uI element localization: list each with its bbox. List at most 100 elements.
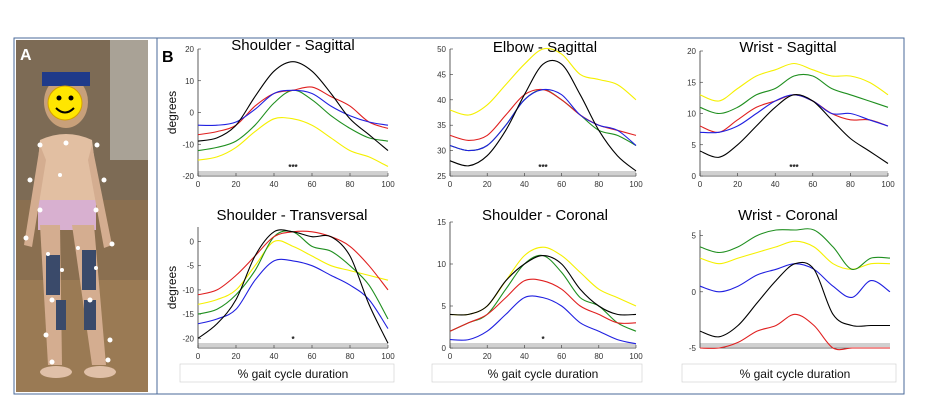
y-tick-label: 5 xyxy=(692,232,697,241)
y-tick-label: 45 xyxy=(437,70,446,79)
series-line-red xyxy=(449,278,637,332)
panel-label-a: A xyxy=(20,47,32,64)
y-tick-label: -15 xyxy=(182,310,194,319)
significance-label: *** xyxy=(538,163,548,172)
chart-shoulder-coronal: 15 10 5 00 20 40 60 80 100 * Shoulder - Coronal % g… xyxy=(431,207,643,383)
chart-wrist-sagittal: 20 15 10 5 00 20 40 60 80 100 *** Wrist - Sagittal xyxy=(687,39,895,189)
x-axis-label: % gait cycle duration xyxy=(740,367,851,381)
significance-label: *** xyxy=(789,163,799,172)
chart-title: Wrist - Sagittal xyxy=(739,39,836,56)
series-line-blue xyxy=(449,88,637,152)
y-tick-label: -5 xyxy=(689,344,697,353)
series-line-red xyxy=(699,313,890,351)
y-tick-label: 0 xyxy=(692,288,697,297)
y-tick-label: 40 xyxy=(437,96,446,105)
y-tick-label: -20 xyxy=(182,334,194,343)
x-tick-label: 20 xyxy=(232,180,241,189)
y-axis-label: degrees xyxy=(165,266,179,309)
x-tick-label: 60 xyxy=(557,352,566,361)
chart-title: Elbow - Sagittal xyxy=(493,39,597,56)
x-label-box xyxy=(179,363,395,383)
x-tick-label: 100 xyxy=(881,180,895,189)
chart-title: Shoulder - Sagittal xyxy=(231,37,354,54)
x-tick-label: 80 xyxy=(346,180,355,189)
y-tick-label: 0 xyxy=(692,172,697,181)
series-line-green xyxy=(197,89,389,152)
x-tick-label: 60 xyxy=(557,180,566,189)
x-tick-label: 60 xyxy=(808,180,817,189)
x-tick-label: 80 xyxy=(594,180,603,189)
x-axis-label: % gait cycle duration xyxy=(238,367,349,381)
significance-band xyxy=(450,171,636,175)
x-tick-label: 40 xyxy=(771,180,780,189)
x-tick-label: 100 xyxy=(629,352,643,361)
series-line-blue xyxy=(197,89,389,126)
x-label-box xyxy=(681,363,897,383)
x-tick-label: 40 xyxy=(520,180,529,189)
series-line-black xyxy=(197,229,389,344)
chart-title: Wrist - Coronal xyxy=(738,207,838,224)
y-tick-label: 50 xyxy=(437,45,446,54)
series-line-yellow xyxy=(699,62,889,102)
y-tick-label: 20 xyxy=(185,45,194,54)
x-tick-label: 40 xyxy=(270,352,279,361)
series-line-green xyxy=(699,228,891,270)
chart-elbow-sagittal: 50 45 40 35 30 250 20 40 60 80 100 *** Elbow - Sagit… xyxy=(437,39,643,189)
series-line-black xyxy=(197,61,389,152)
x-tick-label: 60 xyxy=(308,180,317,189)
y-tick-label: 15 xyxy=(437,218,446,227)
x-axis-label: % gait cycle duration xyxy=(488,367,599,381)
significance-label: *** xyxy=(288,163,298,172)
x-tick-label: 20 xyxy=(483,352,492,361)
series-line-red xyxy=(699,94,889,133)
y-tick-label: 35 xyxy=(437,121,446,130)
y-tick-label: 10 xyxy=(437,260,446,269)
significance-band xyxy=(450,343,636,347)
y-tick-label: 0 xyxy=(190,238,195,247)
emoji-face-icon xyxy=(47,85,83,121)
x-tick-label: 20 xyxy=(483,180,492,189)
x-tick-label: 0 xyxy=(698,180,703,189)
series-line-blue xyxy=(197,258,389,329)
y-tick-label: -5 xyxy=(187,262,195,271)
chart-title: Shoulder - Coronal xyxy=(482,207,608,224)
y-tick-label: -10 xyxy=(182,140,194,149)
x-tick-label: 0 xyxy=(196,352,201,361)
y-tick-label: 0 xyxy=(442,344,447,353)
x-tick-label: 0 xyxy=(196,180,201,189)
y-tick-label: -10 xyxy=(182,286,194,295)
chart-wrist-coronal: 5 0 -5 Wrist - Coronal % gait cycle duration xyxy=(681,207,897,383)
significance-label: * xyxy=(541,335,545,344)
y-tick-label: 5 xyxy=(442,302,447,311)
series-line-black xyxy=(699,94,889,164)
significance-label: * xyxy=(291,335,295,344)
significance-band xyxy=(198,171,388,175)
chart-shoulder-transversal: 0-5-10-15-200 20 40 60 80 100*Shoulder - Tran… xyxy=(165,207,395,383)
series-line-black xyxy=(449,59,637,172)
x-tick-label: 20 xyxy=(733,180,742,189)
series-line-blue xyxy=(699,263,891,298)
significance-band xyxy=(700,171,888,175)
y-tick-label: 5 xyxy=(692,141,697,150)
y-tick-label: 20 xyxy=(687,47,696,56)
series-line-green xyxy=(699,73,889,115)
y-tick-label: 25 xyxy=(437,172,446,181)
y-tick-label: 30 xyxy=(437,147,446,156)
series-line-black xyxy=(699,261,890,338)
significance-band xyxy=(700,343,890,347)
series-line-yellow xyxy=(197,117,389,167)
series-line-yellow xyxy=(197,240,389,305)
x-tick-label: 100 xyxy=(381,180,395,189)
significance-band xyxy=(198,343,388,347)
y-axis-label: degrees xyxy=(165,91,179,134)
y-tick-label: -20 xyxy=(182,172,194,181)
series-line-black xyxy=(449,255,637,316)
series-line-green xyxy=(449,254,637,332)
figure-frame xyxy=(13,37,905,395)
x-tick-label: 20 xyxy=(232,352,241,361)
chart-title: Shoulder - Transversal xyxy=(217,207,368,224)
x-tick-label: 40 xyxy=(520,352,529,361)
x-tick-label: 80 xyxy=(594,352,603,361)
